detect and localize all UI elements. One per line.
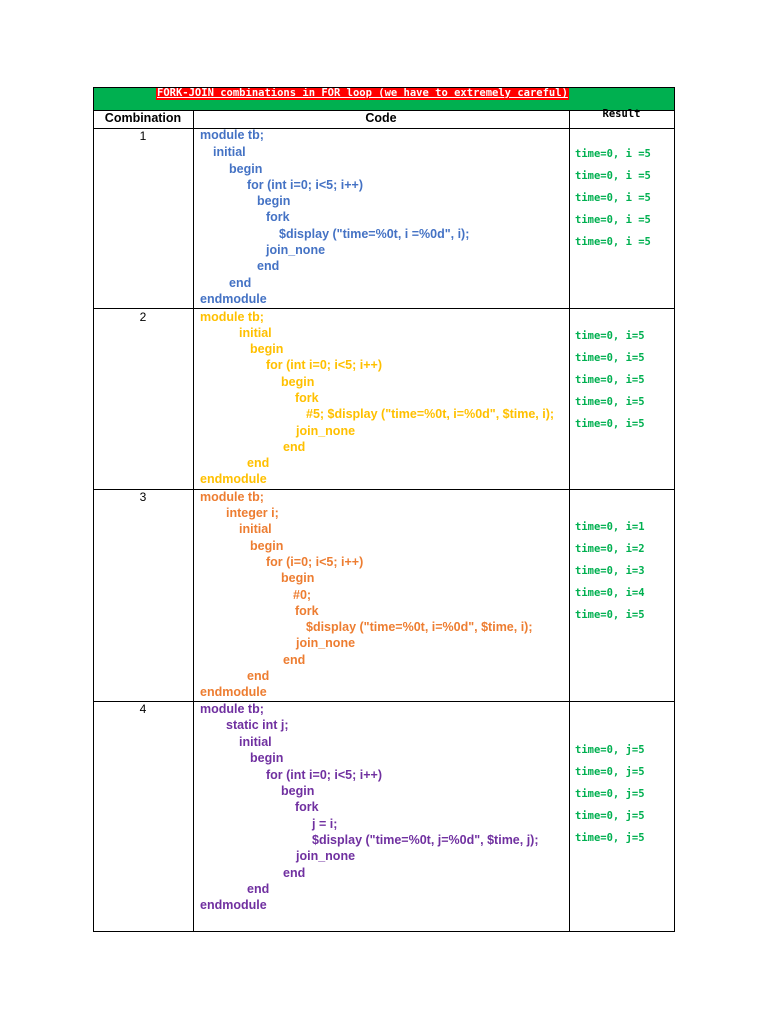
code-line: #0; [293, 588, 312, 602]
result-line: time=0, i=2 [575, 543, 645, 555]
code-line: module tb; [200, 702, 264, 716]
table-border-left [93, 87, 94, 932]
row-divider-title [93, 110, 675, 111]
table-border-top [93, 87, 675, 88]
code-line: $display ("time=%0t, j=%0d", $time, j); [312, 833, 539, 847]
code-line: end [283, 653, 306, 667]
result-line: time=0, j=5 [575, 744, 645, 756]
result-line: time=0, i =5 [575, 148, 651, 160]
row-divider-1 [93, 308, 675, 309]
code-line: join_none [296, 636, 356, 650]
code-line: $display ("time=%0t, i=%0d", $time, i); [306, 620, 533, 634]
combination-number: 4 [139, 702, 147, 716]
code-line: endmodule [200, 898, 267, 912]
code-line: begin [229, 162, 263, 176]
header-code: Code [365, 111, 397, 125]
code-line: begin [250, 751, 284, 765]
code-line: module tb; [200, 490, 264, 504]
result-line: time=0, i=5 [575, 418, 645, 430]
code-line: endmodule [200, 472, 267, 486]
code-line: begin [250, 342, 284, 356]
code-line: for (i=0; i<5; i++) [266, 555, 364, 569]
code-line: end [257, 259, 280, 273]
code-line: endmodule [200, 292, 267, 306]
code-line: fork [266, 210, 290, 224]
combination-number: 2 [139, 310, 147, 324]
code-line: begin [250, 539, 284, 553]
result-line: time=0, i =5 [575, 170, 651, 182]
code-line: begin [257, 194, 291, 208]
result-line: time=0, i =5 [575, 214, 651, 226]
code-line: j = i; [312, 817, 338, 831]
result-line: time=0, j=5 [575, 832, 645, 844]
result-line: time=0, i=5 [575, 374, 645, 386]
code-line: module tb; [200, 128, 264, 142]
code-line: fork [295, 800, 319, 814]
result-line: time=0, j=5 [575, 788, 645, 800]
result-line: time=0, j=5 [575, 810, 645, 822]
code-line: begin [281, 375, 315, 389]
code-line: endmodule [200, 685, 267, 699]
code-line: join_none [266, 243, 326, 257]
code-line: static int j; [226, 718, 289, 732]
code-line: end [247, 669, 270, 683]
code-line: integer i; [226, 506, 279, 520]
column-divider-2 [569, 110, 570, 932]
result-line: time=0, i =5 [575, 236, 651, 248]
table-border-bottom [93, 931, 675, 932]
code-line: begin [281, 784, 315, 798]
row-divider-3 [93, 701, 675, 702]
code-line: initial [239, 522, 272, 536]
code-line: for (int i=0; i<5; i++) [247, 178, 363, 192]
result-line: time=0, i=5 [575, 330, 645, 342]
result-line: time=0, j=5 [575, 766, 645, 778]
header-result: Result [602, 108, 641, 120]
code-line: end [283, 440, 306, 454]
code-line: end [229, 276, 252, 290]
code-line: end [247, 456, 270, 470]
result-line: time=0, i=5 [575, 609, 645, 621]
result-line: time=0, i=1 [575, 521, 645, 533]
code-line: fork [295, 604, 319, 618]
code-line: for (int i=0; i<5; i++) [266, 768, 382, 782]
code-line: module tb; [200, 310, 264, 324]
result-line: time=0, i =5 [575, 192, 651, 204]
code-line: end [247, 882, 270, 896]
result-line: time=0, i=3 [575, 565, 645, 577]
page-title: FORK-JOIN combinations in FOR loop (we h… [156, 87, 569, 100]
code-line: join_none [296, 849, 356, 863]
result-line: time=0, i=5 [575, 352, 645, 364]
result-line: time=0, i=4 [575, 587, 645, 599]
header-combination: Combination [104, 111, 182, 125]
table-border-right [674, 87, 675, 932]
result-line: time=0, i=5 [575, 396, 645, 408]
column-divider-1 [193, 110, 194, 932]
combination-number: 1 [139, 129, 147, 143]
code-line: join_none [296, 424, 356, 438]
code-line: initial [239, 326, 272, 340]
code-line: for (int i=0; i<5; i++) [266, 358, 382, 372]
combination-number: 3 [139, 490, 147, 504]
code-line: $display ("time=%0t, i =%0d", i); [279, 227, 470, 241]
code-line: #5; $display ("time=%0t, i=%0d", $time, … [306, 407, 555, 421]
code-line: fork [295, 391, 319, 405]
code-line: begin [281, 571, 315, 585]
code-line: initial [239, 735, 272, 749]
code-line: initial [213, 145, 246, 159]
row-divider-2 [93, 489, 675, 490]
code-line: end [283, 866, 306, 880]
row-divider-header [93, 128, 675, 129]
